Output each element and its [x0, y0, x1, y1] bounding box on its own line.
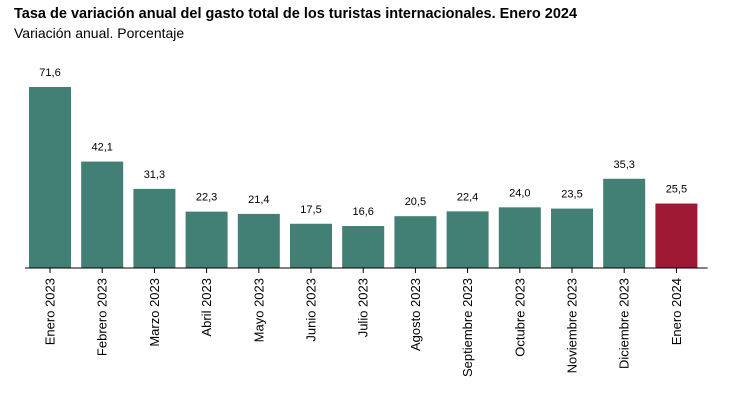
- bar-10: [498, 207, 541, 268]
- value-label-8: 20,5: [405, 196, 426, 208]
- value-label-5: 21,4: [248, 194, 269, 206]
- value-label-2: 42,1: [91, 142, 112, 154]
- x-label-13: Enero 2024: [669, 278, 684, 345]
- x-label-8: Agosto 2023: [408, 278, 423, 351]
- bar-11: [551, 208, 593, 268]
- value-label-6: 17,5: [300, 204, 321, 216]
- bar-5: [237, 213, 280, 268]
- bars-group: [29, 87, 698, 268]
- value-label-12: 35,3: [613, 159, 634, 171]
- x-label-10: Octubre 2023: [512, 278, 527, 357]
- bar-2: [81, 161, 124, 268]
- x-label-1: Enero 2023: [43, 278, 58, 345]
- bar-3: [133, 188, 176, 268]
- value-label-9: 22,4: [457, 191, 478, 203]
- x-label-3: Marzo 2023: [147, 278, 162, 347]
- x-ticks-group: [49, 268, 677, 273]
- value-label-11: 23,5: [561, 189, 582, 201]
- value-label-3: 31,3: [144, 169, 165, 181]
- x-label-11: Noviembre 2023: [565, 278, 580, 373]
- value-label-10: 24,0: [509, 187, 530, 199]
- value-label-13: 25,5: [666, 184, 687, 196]
- bar-13: [655, 203, 698, 268]
- x-label-5: Mayo 2023: [251, 278, 266, 342]
- bar-7: [342, 226, 385, 268]
- x-label-4: Abril 2023: [199, 278, 214, 337]
- chart-title: Tasa de variación anual del gasto total …: [14, 6, 578, 22]
- bar-12: [603, 178, 646, 268]
- value-label-1: 71,6: [39, 67, 60, 79]
- value-label-4: 22,3: [196, 192, 217, 204]
- x-label-2: Febrero 2023: [95, 278, 110, 356]
- value-labels-group: 71,6 42,1 31,3 22,3 21,4 17,5 16,6 20,5 22,4 24,0…: [39, 67, 687, 218]
- x-label-6: Junio 2023: [304, 278, 319, 342]
- bar-1: [29, 87, 71, 268]
- bar-6: [290, 223, 332, 268]
- x-label-7: Julio 2023: [356, 278, 371, 337]
- x-label-9: Septiembre 2023: [460, 278, 475, 377]
- chart-subtitle: Variación anual. Porcentaje: [14, 25, 185, 41]
- bar-4: [185, 211, 228, 268]
- x-labels-group: Enero 2023 Febrero 2023 Marzo 2023 Abril 20…: [43, 278, 684, 377]
- value-label-7: 16,6: [352, 206, 373, 218]
- bar-9: [446, 211, 489, 268]
- x-label-12: Diciembre 2023: [617, 278, 632, 369]
- bar-8: [394, 216, 437, 268]
